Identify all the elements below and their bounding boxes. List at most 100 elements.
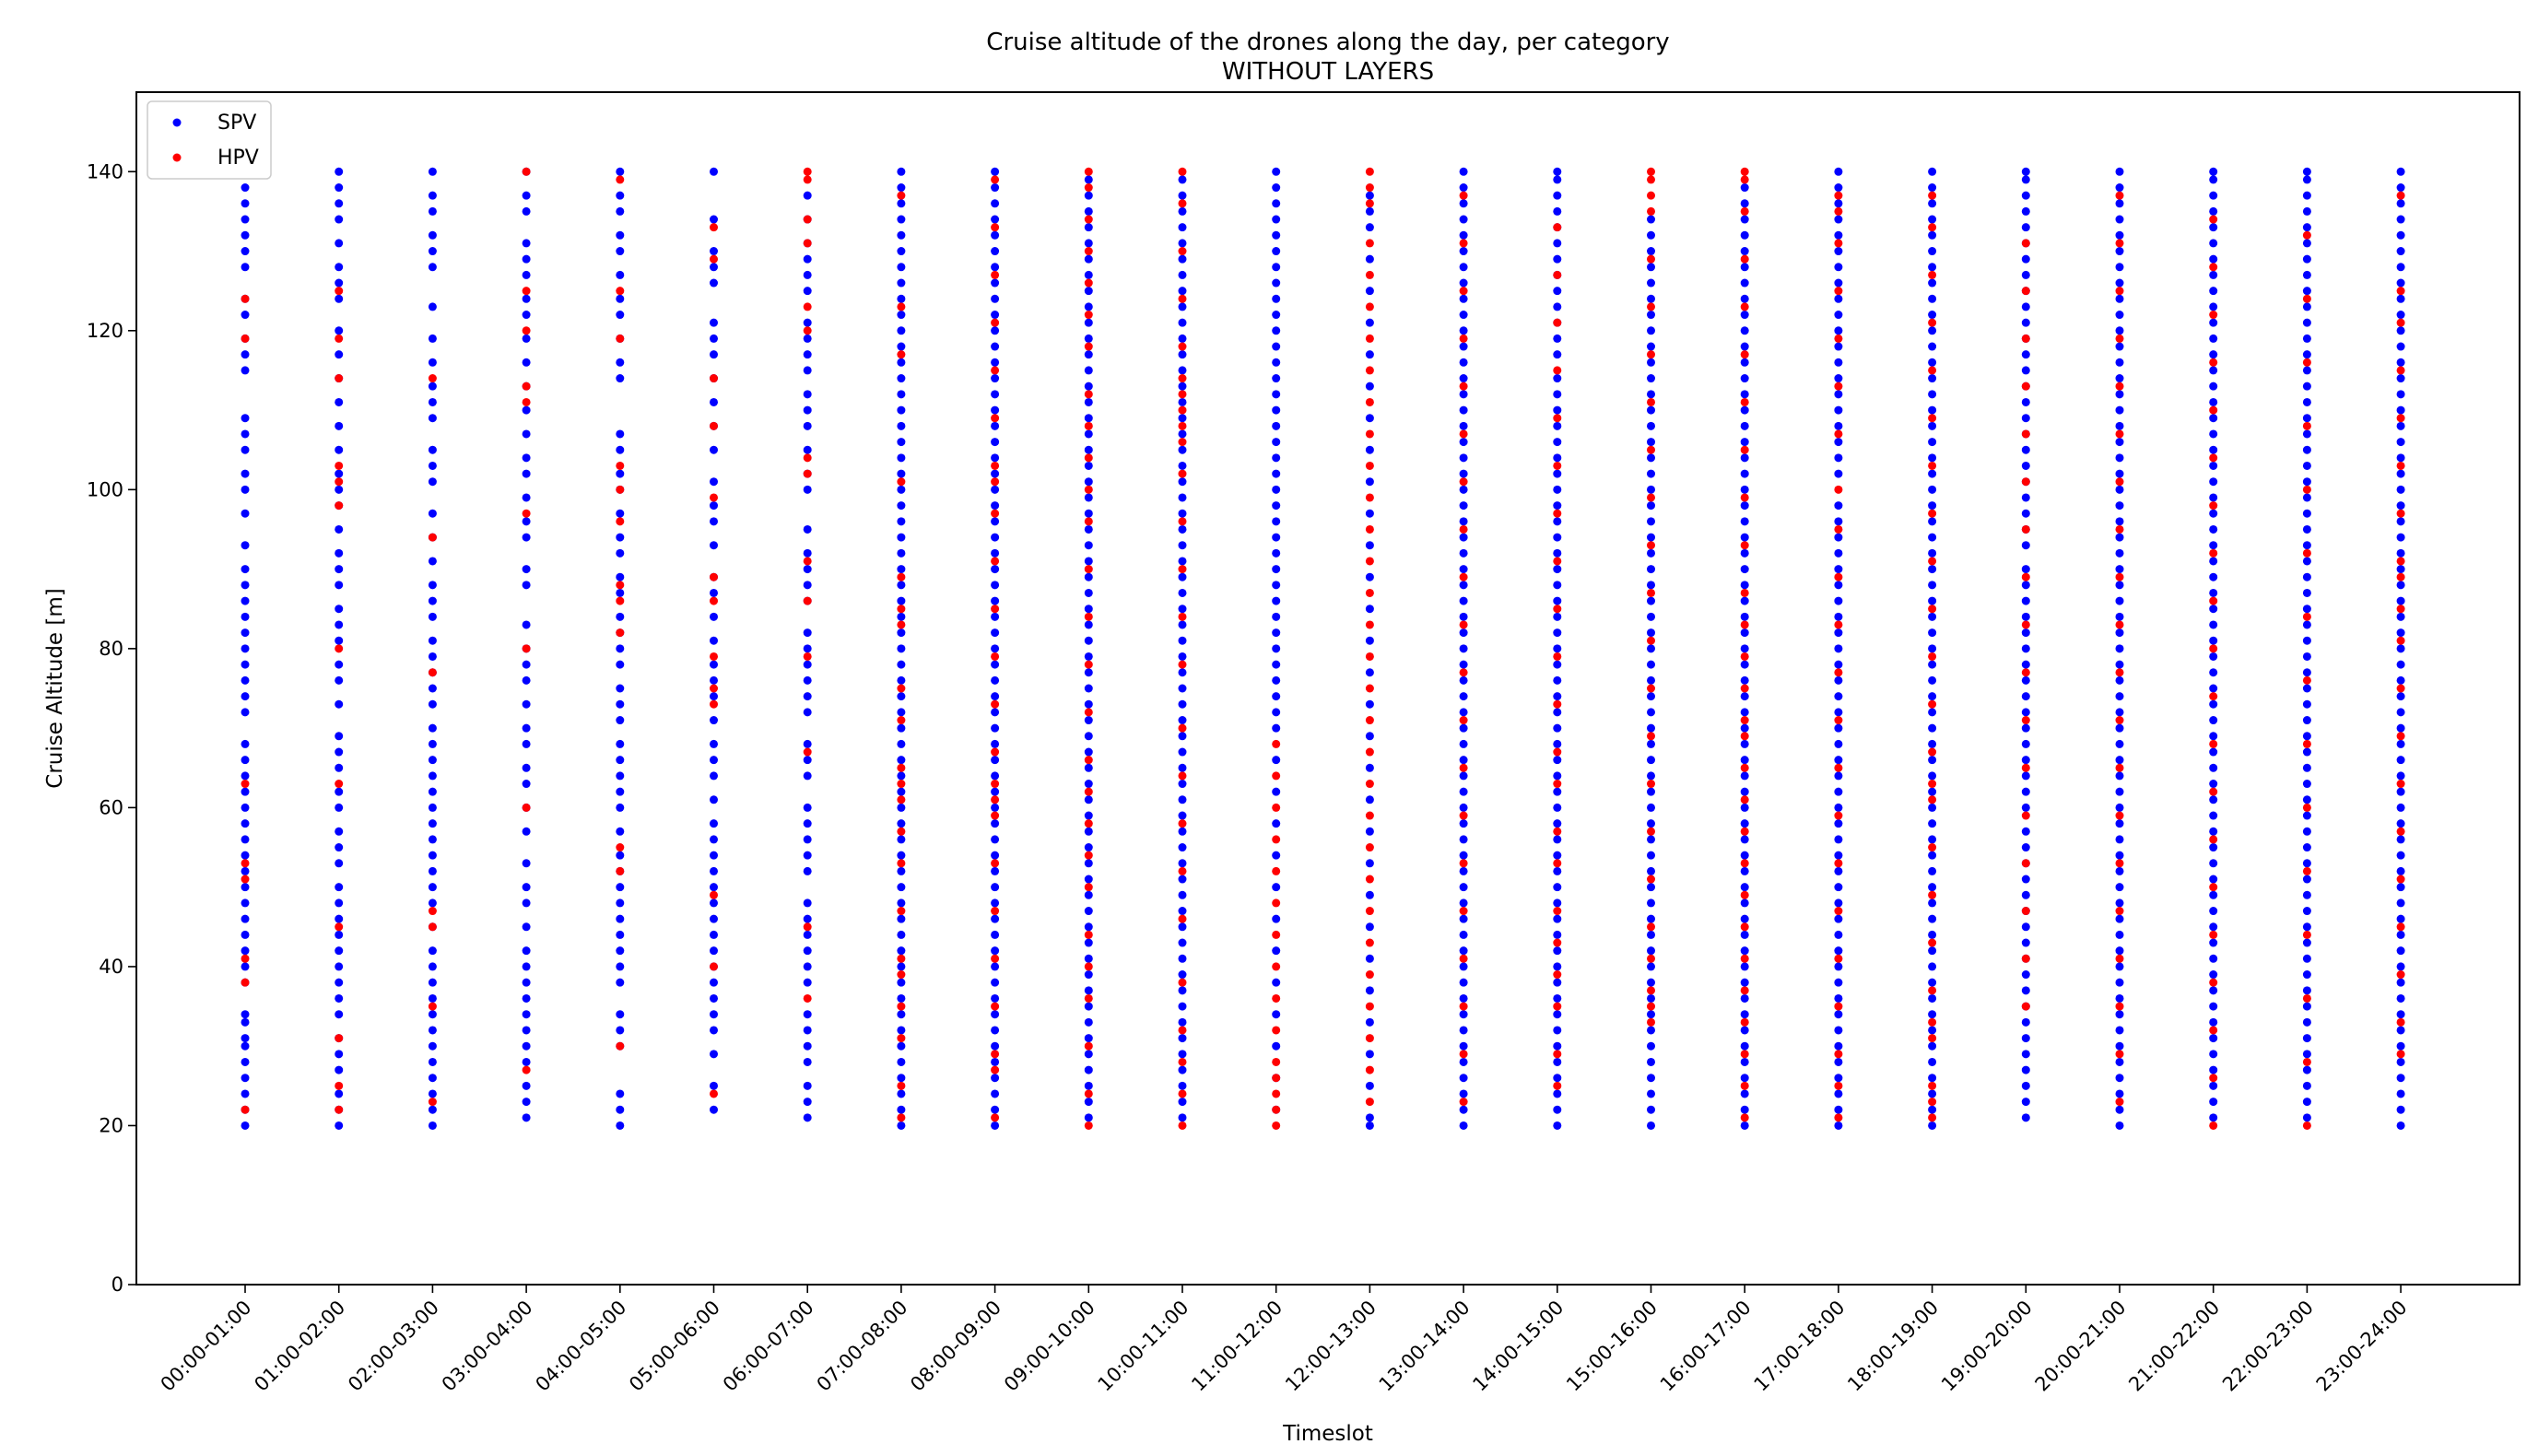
data-point-spv (1647, 581, 1655, 590)
data-point-spv (335, 581, 344, 590)
data-point-hpv (1365, 1034, 1374, 1043)
data-point-spv (2209, 907, 2218, 916)
data-point-spv (2021, 922, 2030, 932)
data-point-spv (1740, 914, 1749, 923)
data-point-hpv (1928, 938, 1937, 947)
data-point-spv (1084, 986, 1093, 995)
data-point-spv (1084, 780, 1093, 789)
data-point-spv (1834, 167, 1843, 176)
data-point-spv (1647, 883, 1655, 892)
data-point-hpv (1928, 986, 1937, 995)
data-point-spv (335, 859, 344, 868)
data-point-spv (335, 883, 344, 892)
data-point-hpv (1834, 763, 1843, 772)
data-point-spv (241, 485, 250, 494)
data-point-hpv (1740, 493, 1749, 502)
data-point-spv (1553, 819, 1562, 828)
data-point-spv (616, 167, 625, 176)
data-point-hpv (2209, 405, 2218, 415)
data-point-spv (616, 294, 625, 303)
data-point-hpv (2209, 739, 2218, 748)
data-point-spv (991, 294, 1000, 303)
data-point-spv (428, 739, 437, 748)
data-point-spv (1272, 311, 1281, 320)
data-point-spv (2396, 263, 2405, 272)
data-point-spv (1459, 898, 1468, 908)
data-point-spv (2209, 859, 2218, 868)
data-point-hpv (1834, 859, 1843, 868)
data-point-spv (1459, 311, 1468, 320)
data-point-hpv (1459, 668, 1468, 677)
data-point-spv (1084, 795, 1093, 804)
data-point-spv (1553, 206, 1562, 216)
data-point-spv (991, 230, 1000, 240)
data-point-spv (1178, 524, 1187, 534)
data-point-spv (991, 946, 1000, 956)
data-point-hpv (1365, 557, 1374, 566)
data-point-spv (2115, 596, 2124, 605)
data-point-spv (428, 771, 437, 781)
data-point-hpv (1834, 485, 1843, 494)
data-point-spv (1084, 652, 1093, 661)
data-point-hpv (897, 620, 906, 629)
data-point-spv (2209, 350, 2218, 359)
data-point-spv (2021, 1113, 2030, 1122)
data-point-hpv (1365, 302, 1374, 311)
data-point-spv (991, 723, 1000, 733)
data-point-spv (710, 477, 718, 487)
data-point-spv (1365, 191, 1374, 200)
data-point-hpv (1365, 334, 1374, 343)
data-point-spv (2021, 708, 2030, 717)
data-point-spv (2209, 493, 2218, 502)
data-point-hpv (1178, 914, 1187, 923)
data-point-spv (1084, 382, 1093, 391)
data-point-spv (1834, 946, 1843, 956)
data-point-spv (991, 565, 1000, 574)
data-point-spv (1928, 263, 1937, 272)
data-point-spv (2302, 477, 2311, 487)
data-point-spv (1647, 978, 1655, 987)
data-point-spv (803, 771, 812, 781)
data-point-spv (1459, 199, 1468, 208)
data-point-spv (1084, 827, 1093, 836)
data-point-hpv (991, 652, 1000, 661)
data-point-spv (335, 239, 344, 248)
x-tick-label: 15:00-16:00 (1562, 1297, 1662, 1396)
data-point-spv (1740, 660, 1749, 669)
data-point-spv (1459, 628, 1468, 638)
data-point-spv (991, 199, 1000, 208)
data-point-spv (897, 247, 906, 256)
data-point-spv (1178, 1034, 1187, 1043)
data-point-spv (1647, 596, 1655, 605)
data-point-spv (2115, 660, 2124, 669)
data-point-spv (241, 469, 250, 478)
data-point-spv (522, 311, 531, 320)
x-tick-label: 03:00-04:00 (438, 1297, 537, 1396)
data-point-hpv (1928, 780, 1937, 789)
data-point-spv (1740, 978, 1749, 987)
data-point-hpv (1553, 827, 1562, 836)
data-point-spv (2209, 1002, 2218, 1011)
data-point-hpv (1272, 1105, 1281, 1114)
data-point-spv (1084, 1017, 1093, 1027)
data-point-spv (2396, 962, 2405, 971)
data-point-spv (1928, 644, 1937, 653)
data-point-spv (1272, 628, 1281, 638)
data-point-spv (1272, 215, 1281, 224)
data-point-hpv (897, 827, 906, 836)
data-point-spv (1647, 1010, 1655, 1019)
data-point-spv (522, 898, 531, 908)
data-point-spv (2209, 191, 2218, 200)
data-point-spv (2021, 175, 2030, 184)
data-point-hpv (1553, 1081, 1562, 1090)
data-point-hpv (2396, 461, 2405, 470)
data-point-hpv (2209, 311, 2218, 320)
data-point-spv (2302, 429, 2311, 439)
data-point-spv (1365, 541, 1374, 550)
data-point-spv (1834, 787, 1843, 796)
data-point-spv (991, 358, 1000, 367)
data-point-hpv (2021, 859, 2030, 868)
data-point-hpv (1834, 716, 1843, 725)
data-point-spv (241, 183, 250, 193)
data-point-hpv (1647, 732, 1655, 741)
